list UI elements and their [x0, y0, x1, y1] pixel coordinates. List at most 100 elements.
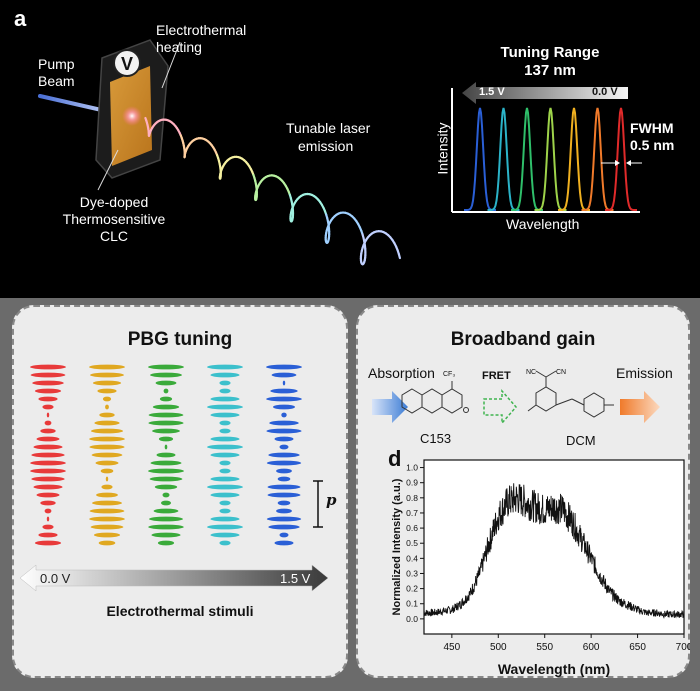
- lc-molecule: [219, 500, 231, 506]
- absorption-label: Absorption: [368, 365, 435, 381]
- lc-molecule: [44, 508, 52, 514]
- lc-molecule: [38, 396, 58, 402]
- lc-molecule: [102, 396, 112, 402]
- helical-structures: [30, 364, 302, 546]
- lc-molecule: [155, 380, 177, 386]
- lc-molecule: [89, 444, 125, 450]
- electrothermal-label-1: Electrothermal: [156, 22, 247, 38]
- lc-molecule: [271, 372, 297, 378]
- lc-molecule: [152, 428, 180, 434]
- x-tick-label: 550: [536, 642, 553, 653]
- electrothermal-label-2: heating: [156, 39, 202, 55]
- lc-molecule: [150, 372, 182, 378]
- emission-spectrum-chart: 450 500 550 600 650 700 0.0 0.1 0.2 0.3 0.4 0.5 0.6 0…: [391, 459, 690, 677]
- leader-dye: [97, 149, 119, 191]
- absorption-arrow: [372, 391, 408, 423]
- lc-molecule: [36, 492, 60, 498]
- arrow-right-voltage: 0.0 V: [592, 86, 618, 98]
- lc-molecule: [90, 372, 124, 378]
- lc-molecule: [30, 468, 66, 474]
- lc-molecule: [266, 364, 302, 370]
- lc-molecule: [31, 452, 65, 458]
- lc-molecule: [149, 476, 183, 482]
- lc-molecule: [152, 404, 180, 410]
- lc-molecule: [99, 412, 115, 418]
- lc-molecule: [90, 524, 124, 530]
- lc-molecule: [161, 500, 171, 506]
- lc-molecule: [36, 436, 60, 442]
- lc-molecule: [90, 428, 124, 434]
- y-tick-label: 0.2: [406, 584, 418, 594]
- lc-molecule: [157, 540, 175, 546]
- x-tick-label: 700: [676, 642, 690, 653]
- tuning-range-title: Tuning Range: [500, 44, 600, 61]
- fret-label: FRET: [482, 370, 511, 382]
- lc-molecule: [219, 428, 231, 434]
- pump-beam-label-1: Pump: [38, 56, 75, 72]
- lc-molecule: [38, 532, 58, 538]
- stimuli-label: Electrothermal stimuli: [106, 603, 254, 619]
- nc-group: NC: [526, 369, 537, 376]
- lc-molecule: [210, 476, 240, 482]
- lc-molecule: [154, 484, 178, 490]
- panel-a: V a Pump Beam Electrothermal heating Tun…: [0, 0, 700, 298]
- lc-molecule: [89, 508, 125, 514]
- pump-beam-label-2: Beam: [38, 73, 75, 89]
- lc-molecule: [30, 372, 66, 378]
- tuning-direction-arrow: [462, 82, 628, 104]
- tunable-label-2: emission: [298, 138, 354, 154]
- lc-molecule: [46, 516, 50, 522]
- lc-molecule: [273, 404, 295, 410]
- pitch-label: p: [326, 491, 337, 509]
- y-tick-label: 0.1: [406, 599, 418, 609]
- lc-molecule: [148, 364, 184, 370]
- lc-molecule: [219, 540, 231, 546]
- lc-molecule: [31, 476, 65, 482]
- stimuli-right-voltage: 1.5 V: [280, 571, 311, 586]
- dcm-label: DCM: [566, 433, 596, 448]
- lc-molecule: [210, 396, 240, 402]
- panel-a-label: a: [14, 6, 27, 31]
- lc-molecule: [207, 404, 243, 410]
- lc-molecule: [89, 436, 125, 442]
- x-tick-label: 600: [583, 642, 600, 653]
- spectrum-peak: [511, 107, 543, 211]
- lc-molecule: [44, 420, 52, 426]
- lc-molecule: [40, 500, 56, 506]
- lc-molecule: [266, 396, 302, 402]
- y-tick-label: 0.7: [406, 508, 418, 518]
- lc-molecule: [32, 380, 64, 386]
- x-axis-label: Wavelength (nm): [498, 661, 610, 677]
- spectrum-peak: [464, 107, 496, 211]
- lc-molecule: [30, 460, 66, 466]
- tunable-label-1: Tunable laser: [286, 120, 371, 136]
- lc-molecule: [148, 524, 184, 530]
- lc-molecule: [210, 516, 240, 522]
- lc-molecule: [33, 444, 63, 450]
- tuning-range-value: 137 nm: [524, 62, 576, 79]
- lc-molecule: [274, 436, 294, 442]
- lc-molecule: [164, 444, 168, 450]
- spectrum-peak: [581, 107, 614, 211]
- stimuli-left-voltage: 0.0 V: [40, 571, 71, 586]
- lc-molecule: [268, 452, 300, 458]
- spectra-peaks: [464, 107, 637, 211]
- lc-molecule: [46, 412, 50, 418]
- x-tick-label: 650: [629, 642, 646, 653]
- lc-molecule: [163, 388, 169, 394]
- x-tick-label: 450: [444, 642, 461, 653]
- panel-b-title: PBG tuning: [127, 329, 233, 350]
- lc-molecule: [105, 404, 109, 410]
- lc-molecule: [30, 364, 66, 370]
- lc-molecule: [40, 428, 56, 434]
- lc-molecule: [94, 420, 120, 426]
- emission-arrow: [620, 391, 660, 423]
- lc-molecule: [93, 532, 121, 538]
- y-tick-label: 0.6: [406, 523, 418, 533]
- y-tick-label: 1.0: [406, 463, 418, 473]
- fwhm-label: FWHM: [630, 120, 674, 136]
- plot-area: [423, 459, 685, 635]
- lc-molecule: [269, 420, 299, 426]
- dcm-molecule: [527, 370, 614, 418]
- lc-molecule: [207, 484, 243, 490]
